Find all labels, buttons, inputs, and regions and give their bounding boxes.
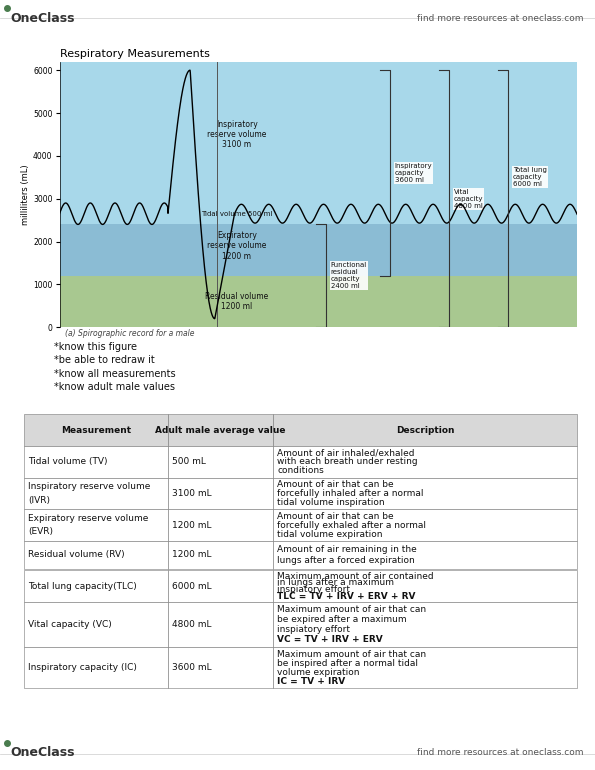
Bar (273, 510, 577, 541)
Bar (168, 571, 273, 602)
Text: Amount of air that can be: Amount of air that can be (277, 480, 394, 489)
Text: Amount of air that can be: Amount of air that can be (277, 512, 394, 521)
Text: Maximum amount of air contained: Maximum amount of air contained (277, 572, 434, 581)
Bar (24, 477, 168, 510)
Text: (EVR): (EVR) (28, 527, 53, 537)
Bar (24, 647, 168, 688)
Bar (168, 414, 273, 446)
Bar (273, 414, 577, 446)
Bar (168, 477, 273, 510)
Text: Maximum amount of air that can: Maximum amount of air that can (277, 605, 427, 614)
Text: inspiatory effort: inspiatory effort (277, 625, 350, 634)
Text: Tidal volume (TV): Tidal volume (TV) (28, 457, 108, 467)
Text: Functional
residual
capacity
2400 ml: Functional residual capacity 2400 ml (331, 263, 367, 290)
Text: Inspiratory capacity (IC): Inspiratory capacity (IC) (28, 663, 137, 672)
Text: OneClass: OneClass (11, 745, 75, 758)
Text: be inspired after a normal tidal: be inspired after a normal tidal (277, 658, 418, 668)
Bar (273, 477, 577, 510)
Text: *know this figure: *know this figure (54, 343, 136, 353)
Text: 1200 mL: 1200 mL (172, 521, 212, 530)
Bar (24, 541, 168, 569)
Bar (168, 510, 273, 541)
Bar (273, 541, 577, 569)
Bar (168, 602, 273, 647)
Bar (24, 414, 168, 446)
Text: Inspiratory
reserve volume
3100 m: Inspiratory reserve volume 3100 m (207, 119, 267, 149)
Bar (60, 276, 577, 327)
Text: find more resources at oneclass.com: find more resources at oneclass.com (416, 748, 583, 757)
Text: *know all measurements: *know all measurements (54, 369, 175, 379)
Text: be expired after a maximum: be expired after a maximum (277, 615, 407, 624)
Text: lungs after a forced expiration: lungs after a forced expiration (277, 556, 415, 565)
Bar (24, 602, 168, 647)
Text: Amount of air remaining in the: Amount of air remaining in the (277, 545, 417, 554)
Bar (24, 446, 168, 477)
Text: with each breath under resting: with each breath under resting (277, 457, 418, 467)
Bar (60, 224, 577, 276)
Text: 4800 mL: 4800 mL (172, 620, 212, 629)
Text: Expiratory reserve volume: Expiratory reserve volume (28, 514, 149, 523)
Text: Expiratory
reserve volume
1200 m: Expiratory reserve volume 1200 m (207, 231, 267, 261)
Text: Measurement: Measurement (61, 426, 131, 434)
Bar (168, 446, 273, 477)
Text: volume expiration: volume expiration (277, 668, 360, 677)
Text: Total lung capacity(TLC): Total lung capacity(TLC) (28, 581, 137, 591)
Text: Total lung
capacity
6000 ml: Total lung capacity 6000 ml (513, 167, 547, 187)
Text: *be able to redraw it: *be able to redraw it (54, 356, 154, 366)
Bar (168, 541, 273, 569)
Text: VC = TV + IRV + ERV: VC = TV + IRV + ERV (277, 635, 383, 644)
Text: inspiatory effort: inspiatory effort (277, 585, 350, 594)
Text: 1200 mL: 1200 mL (172, 551, 212, 560)
Text: forcefully inhaled after a normal: forcefully inhaled after a normal (277, 489, 424, 498)
Text: in lungs after a maximum: in lungs after a maximum (277, 578, 394, 588)
Bar (24, 571, 168, 602)
Text: forcefully exhaled after a normal: forcefully exhaled after a normal (277, 521, 426, 530)
Text: Tidal volume 500 ml: Tidal volume 500 ml (201, 211, 273, 217)
Text: Description: Description (396, 426, 454, 434)
Bar (273, 446, 577, 477)
Text: Vital
capacity
4800 ml: Vital capacity 4800 ml (454, 189, 483, 209)
Text: TLC = TV + IRV + ERV + RV: TLC = TV + IRV + ERV + RV (277, 591, 416, 601)
Text: Vital capacity (VC): Vital capacity (VC) (28, 620, 112, 629)
Text: tidal volume expiration: tidal volume expiration (277, 530, 383, 539)
Text: Adult male average value: Adult male average value (155, 426, 286, 434)
Text: 3600 mL: 3600 mL (172, 663, 212, 672)
Text: Inspiratory reserve volume: Inspiratory reserve volume (28, 483, 151, 491)
Text: (IVR): (IVR) (28, 496, 50, 505)
Text: Amount of air inhaled/exhaled: Amount of air inhaled/exhaled (277, 448, 415, 457)
Text: tidal volume inspiration: tidal volume inspiration (277, 498, 385, 507)
Text: OneClass: OneClass (11, 12, 75, 25)
Bar (273, 602, 577, 647)
Text: Inspiratory
capacity
3600 ml: Inspiratory capacity 3600 ml (394, 163, 433, 183)
Y-axis label: milliliters (mL): milliliters (mL) (21, 164, 30, 225)
Bar (273, 571, 577, 602)
Text: 500 mL: 500 mL (172, 457, 206, 467)
Bar (24, 510, 168, 541)
Text: find more resources at oneclass.com: find more resources at oneclass.com (416, 14, 583, 23)
Text: conditions: conditions (277, 466, 324, 475)
Text: Maximum amount of air that can: Maximum amount of air that can (277, 650, 427, 658)
Text: 6000 mL: 6000 mL (172, 581, 212, 591)
Text: *know adult male values: *know adult male values (54, 382, 174, 392)
Bar (168, 647, 273, 688)
Text: Residual volume (RV): Residual volume (RV) (28, 551, 125, 560)
Text: IC = TV + IRV: IC = TV + IRV (277, 677, 346, 686)
Text: (a) Spirographic record for a male: (a) Spirographic record for a male (65, 330, 195, 339)
Text: 3100 mL: 3100 mL (172, 489, 212, 498)
Text: Respiratory Measurements: Respiratory Measurements (60, 49, 209, 59)
Text: Residual volume
1200 ml: Residual volume 1200 ml (205, 292, 268, 311)
Bar (273, 647, 577, 688)
